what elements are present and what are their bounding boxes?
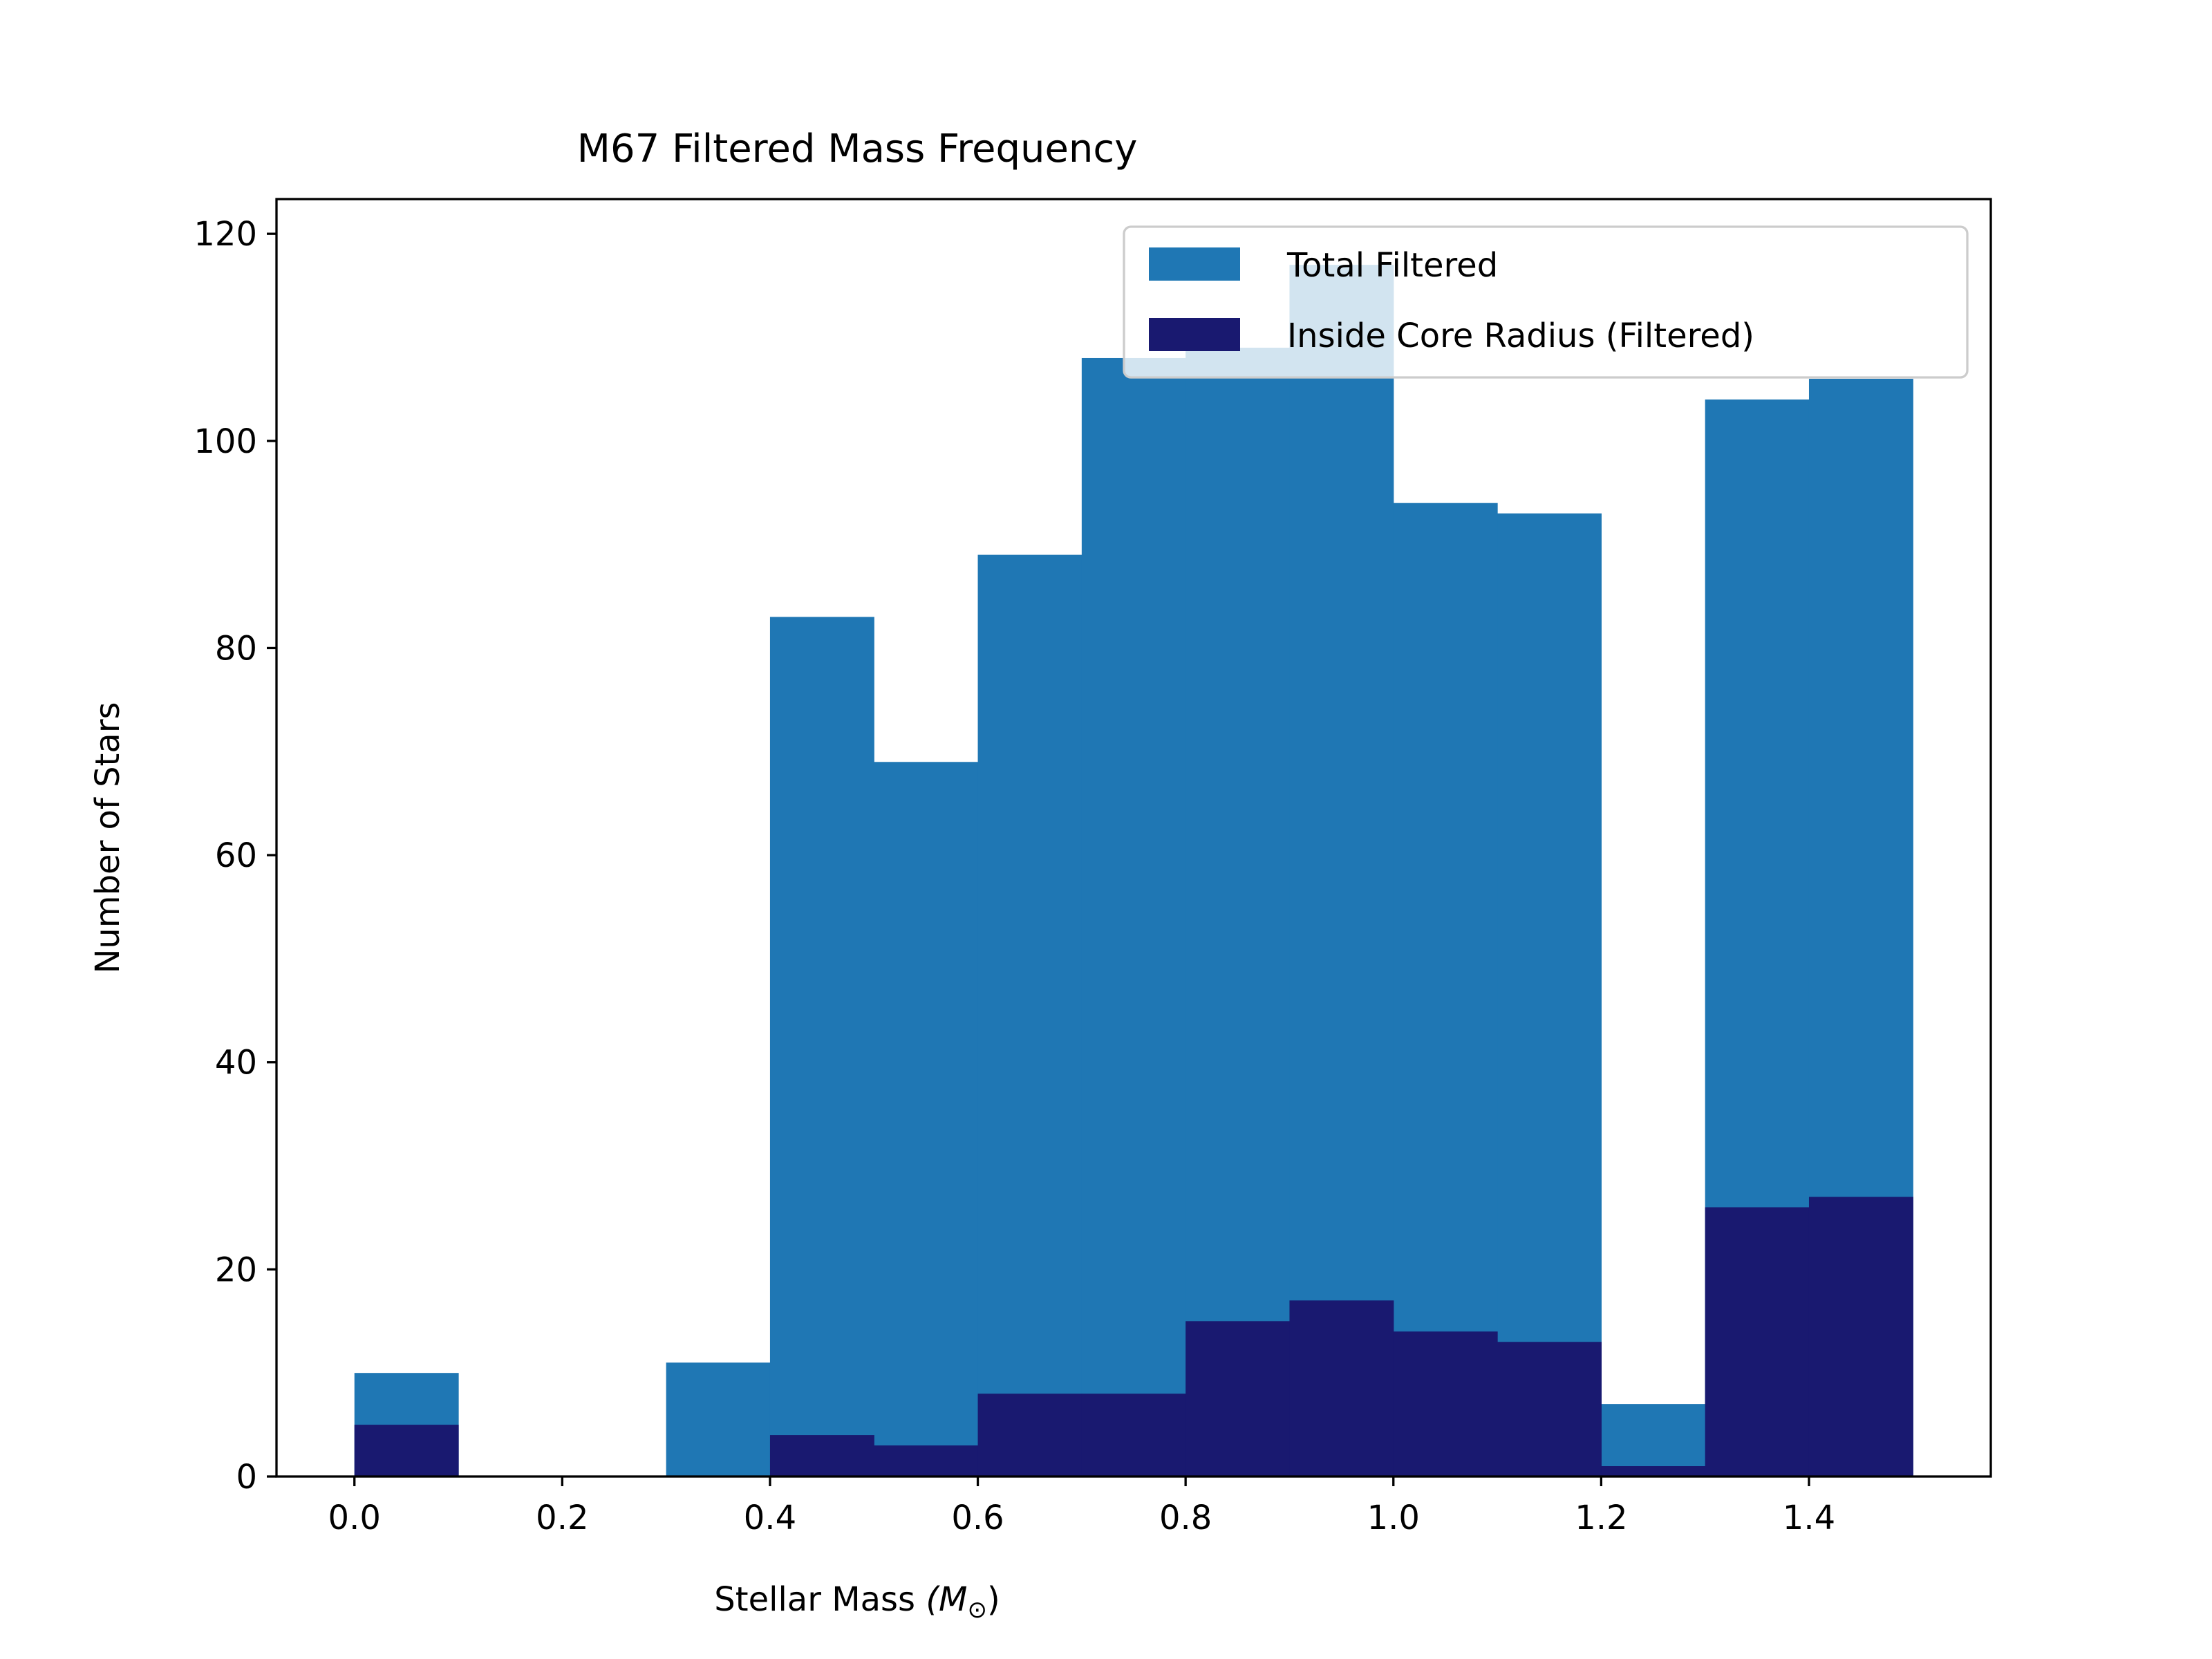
x-tick-label: 1.2 xyxy=(1575,1499,1627,1537)
x-axis-unit-open: (M xyxy=(926,1580,967,1619)
bar-inside-core-13 xyxy=(1705,1207,1810,1477)
bar-inside-core-14 xyxy=(1808,1197,1913,1477)
bar-total-filtered-12 xyxy=(1601,1404,1706,1477)
y-axis-label: Number of Stars xyxy=(88,702,127,973)
bar-total-filtered-5 xyxy=(874,762,979,1477)
chart-title: M67 Filtered Mass Frequency xyxy=(577,126,1138,171)
bar-total-filtered-10 xyxy=(1393,503,1498,1477)
bar-total-filtered-3 xyxy=(666,1362,771,1477)
bar-inside-core-0 xyxy=(354,1425,459,1477)
x-tick-label: 0.2 xyxy=(536,1499,588,1537)
legend-box xyxy=(1123,225,1969,379)
x-tick-label: 0.0 xyxy=(328,1499,381,1537)
y-tick-label: 40 xyxy=(215,1044,257,1082)
bar-inside-core-7 xyxy=(1081,1394,1186,1477)
x-tick-label: 0.4 xyxy=(744,1499,796,1537)
y-tick-label: 0 xyxy=(236,1458,257,1497)
bar-inside-core-10 xyxy=(1393,1331,1498,1477)
legend-swatch-total-filtered xyxy=(1149,247,1240,281)
bar-inside-core-5 xyxy=(874,1445,979,1477)
bar-inside-core-6 xyxy=(977,1394,1082,1477)
y-tick-label: 100 xyxy=(194,422,257,461)
y-tick-label: 80 xyxy=(215,629,257,668)
bar-total-filtered-6 xyxy=(977,554,1082,1477)
bar-inside-core-9 xyxy=(1289,1300,1394,1477)
bar-total-filtered-7 xyxy=(1081,357,1186,1477)
bar-total-filtered-9 xyxy=(1289,265,1394,1477)
plot-frame xyxy=(275,198,1992,1478)
series-inside-core xyxy=(354,1197,1913,1477)
bar-total-filtered-4 xyxy=(769,617,874,1477)
x-axis-ticks: 0.0 0.2 0.4 0.6 0.8 1.0 1.2 1.4 xyxy=(328,1477,1835,1537)
x-axis-label-text: Stellar Mass xyxy=(714,1580,915,1619)
legend-label-inside-core: Inside Core Radius (Filtered) xyxy=(1287,317,1754,355)
y-axis-ticks: 0 20 40 60 80 100 120 xyxy=(194,215,276,1497)
bar-total-filtered-11 xyxy=(1497,513,1602,1477)
bar-total-filtered-8 xyxy=(1185,347,1291,1477)
bar-inside-core-8 xyxy=(1185,1321,1291,1477)
legend-swatch-inside-core xyxy=(1149,318,1240,351)
x-tick-label: 1.4 xyxy=(1783,1499,1835,1537)
x-axis-label: Stellar Mass (M⊙) xyxy=(714,1580,1000,1624)
x-tick-label: 0.6 xyxy=(951,1499,1004,1537)
bar-inside-core-11 xyxy=(1497,1342,1602,1477)
legend: Total Filtered Inside Core Radius (Filte… xyxy=(1123,225,1969,379)
legend-label-total-filtered: Total Filtered xyxy=(1286,246,1498,285)
x-axis-unit-sub: ⊙ xyxy=(967,1596,987,1624)
y-tick-label: 120 xyxy=(194,215,257,254)
bar-inside-core-12 xyxy=(1601,1466,1706,1477)
x-tick-label: 1.0 xyxy=(1367,1499,1420,1537)
y-tick-label: 20 xyxy=(215,1250,257,1289)
x-axis-unit-close: ) xyxy=(987,1580,1000,1619)
y-tick-label: 60 xyxy=(215,836,257,875)
bar-inside-core-4 xyxy=(769,1435,874,1477)
x-tick-label: 0.8 xyxy=(1159,1499,1212,1537)
